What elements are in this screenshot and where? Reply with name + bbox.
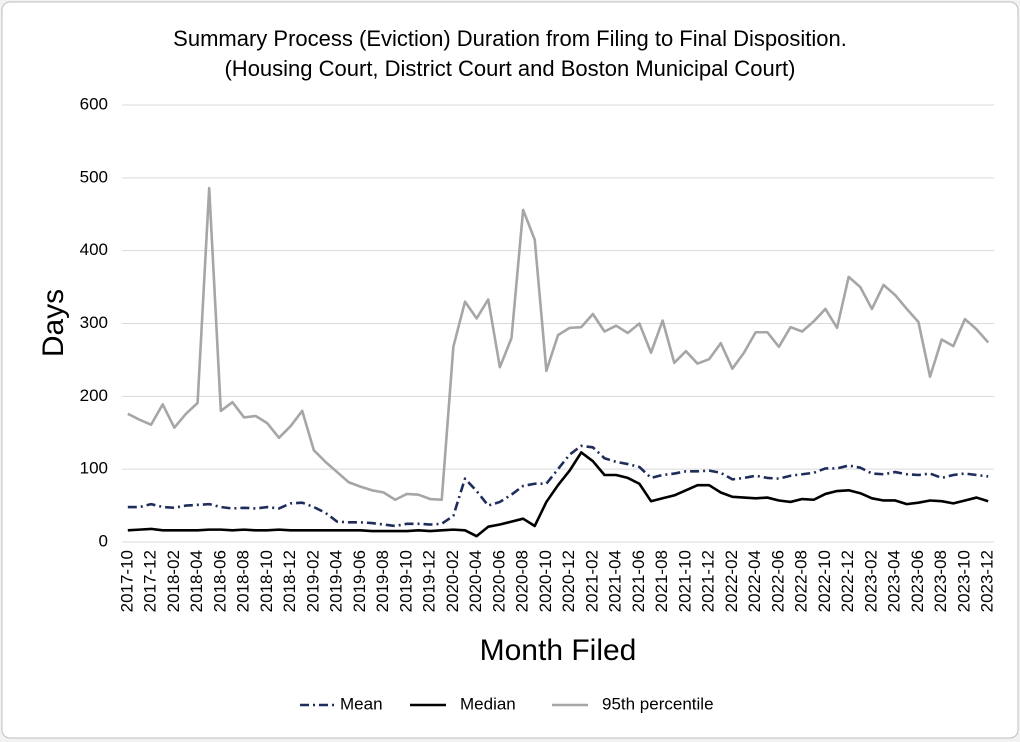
x-tick-label: 2020-06 [489, 550, 508, 612]
legend-label: Mean [340, 694, 383, 713]
x-tick-label: 2023-04 [885, 550, 904, 612]
y-tick-label: 300 [80, 313, 108, 332]
x-tick-label: 2017-12 [141, 550, 160, 612]
x-tick-label: 2018-06 [210, 550, 229, 612]
series-line [127, 451, 989, 538]
series-line [127, 444, 989, 528]
x-tick-label: 2018-10 [257, 550, 276, 612]
x-axis-label: Month Filed [480, 634, 637, 667]
x-tick-label: 2020-10 [536, 550, 555, 612]
x-tick-label: 2018-04 [187, 550, 206, 612]
x-tick-label: 2022-04 [745, 550, 764, 612]
x-tick-label: 2019-04 [327, 550, 346, 612]
x-tick-label: 2019-08 [373, 550, 392, 612]
chart-title: (Housing Court, District Court and Bosto… [224, 56, 795, 81]
x-tick-label: 2021-12 [699, 550, 718, 612]
x-tick-label: 2022-10 [815, 550, 834, 612]
series-line [127, 186, 990, 502]
x-tick-label: 2023-10 [954, 550, 973, 612]
y-tick-label: 400 [80, 240, 108, 259]
x-tick-label: 2022-06 [768, 550, 787, 612]
y-tick-label: 600 [80, 94, 108, 113]
x-tick-label: 2023-12 [978, 550, 997, 612]
x-tick-label: 2020-12 [559, 550, 578, 612]
x-tick-label: 2022-02 [722, 550, 741, 612]
x-tick-label: 2019-02 [303, 550, 322, 612]
x-tick-label: 2021-02 [582, 550, 601, 612]
x-tick-label: 2023-06 [908, 550, 927, 612]
x-tick-label: 2017-10 [117, 550, 136, 612]
legend-label: 95th percentile [602, 694, 714, 713]
x-tick-label: 2018-02 [164, 550, 183, 612]
x-tick-label: 2020-08 [513, 550, 532, 612]
y-tick-label: 100 [80, 459, 108, 478]
x-tick-label: 2020-02 [443, 550, 462, 612]
chart-title: Summary Process (Eviction) Duration from… [173, 26, 847, 51]
y-tick-label: 500 [80, 167, 108, 186]
x-tick-label: 2021-10 [675, 550, 694, 612]
x-tick-label: 2023-08 [931, 550, 950, 612]
x-tick-label: 2022-12 [838, 550, 857, 612]
x-tick-label: 2022-08 [792, 550, 811, 612]
x-tick-label: 2019-10 [396, 550, 415, 612]
y-tick-label: 0 [99, 531, 108, 550]
x-tick-label: 2021-04 [606, 550, 625, 612]
x-tick-label: 2019-12 [420, 550, 439, 612]
y-axis-label: Days [37, 289, 70, 357]
x-tick-label: 2019-06 [350, 550, 369, 612]
legend-label: Median [460, 694, 516, 713]
x-tick-label: 2021-08 [652, 550, 671, 612]
x-tick-label: 2020-04 [466, 550, 485, 612]
x-tick-label: 2021-06 [629, 550, 648, 612]
x-tick-label: 2018-12 [280, 550, 299, 612]
x-tick-label: 2018-08 [234, 550, 253, 612]
y-tick-label: 200 [80, 386, 108, 405]
x-tick-label: 2023-02 [861, 550, 880, 612]
